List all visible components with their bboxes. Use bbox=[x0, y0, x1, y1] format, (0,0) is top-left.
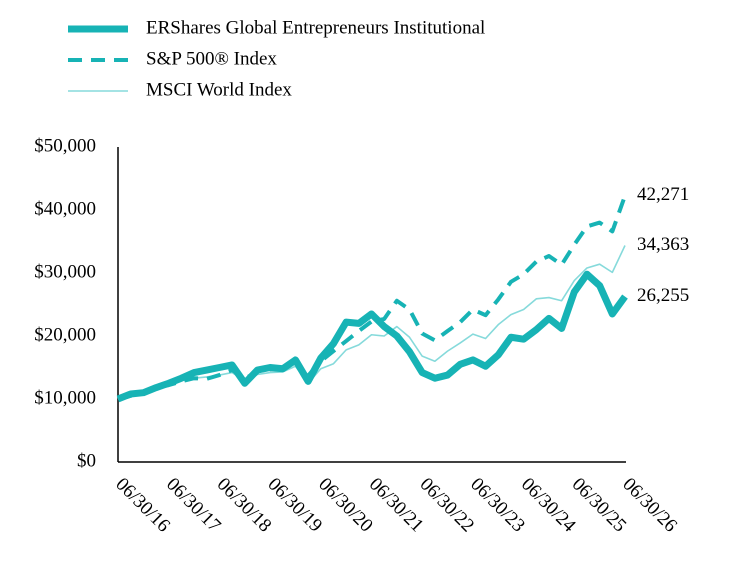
y-tick-label: $30,000 bbox=[34, 261, 96, 282]
x-tick-label: 06/30/26 bbox=[618, 474, 681, 537]
y-tick-label: $0 bbox=[77, 450, 96, 471]
x-tick-label: 06/30/17 bbox=[162, 474, 225, 537]
value-label: 26,255 bbox=[637, 285, 689, 306]
legend-label: ERShares Global Entrepreneurs Institutio… bbox=[146, 17, 485, 38]
y-tick-label: $20,000 bbox=[34, 324, 96, 345]
x-tick-label: 06/30/18 bbox=[213, 474, 276, 537]
y-tick-label: $50,000 bbox=[34, 135, 96, 156]
value-label: 34,363 bbox=[637, 234, 689, 255]
x-tick-label: 06/30/24 bbox=[517, 474, 580, 537]
x-tick-label: 06/30/25 bbox=[568, 474, 631, 537]
legend-label: MSCI World Index bbox=[146, 79, 292, 100]
value-label: 42,271 bbox=[637, 184, 689, 205]
x-tick-label: 06/30/20 bbox=[314, 474, 377, 537]
x-tick-label: 06/30/23 bbox=[466, 474, 529, 537]
series-line bbox=[116, 270, 628, 403]
series-line bbox=[117, 245, 626, 400]
y-tick-label: $40,000 bbox=[34, 198, 96, 219]
x-tick-label: 06/30/16 bbox=[111, 474, 174, 537]
x-tick-label: 06/30/19 bbox=[263, 474, 326, 537]
y-tick-label: $10,000 bbox=[34, 387, 96, 408]
legend-label: S&P 500® Index bbox=[146, 48, 277, 69]
x-tick-label: 06/30/22 bbox=[416, 474, 479, 537]
x-tick-label: 06/30/21 bbox=[365, 474, 428, 537]
